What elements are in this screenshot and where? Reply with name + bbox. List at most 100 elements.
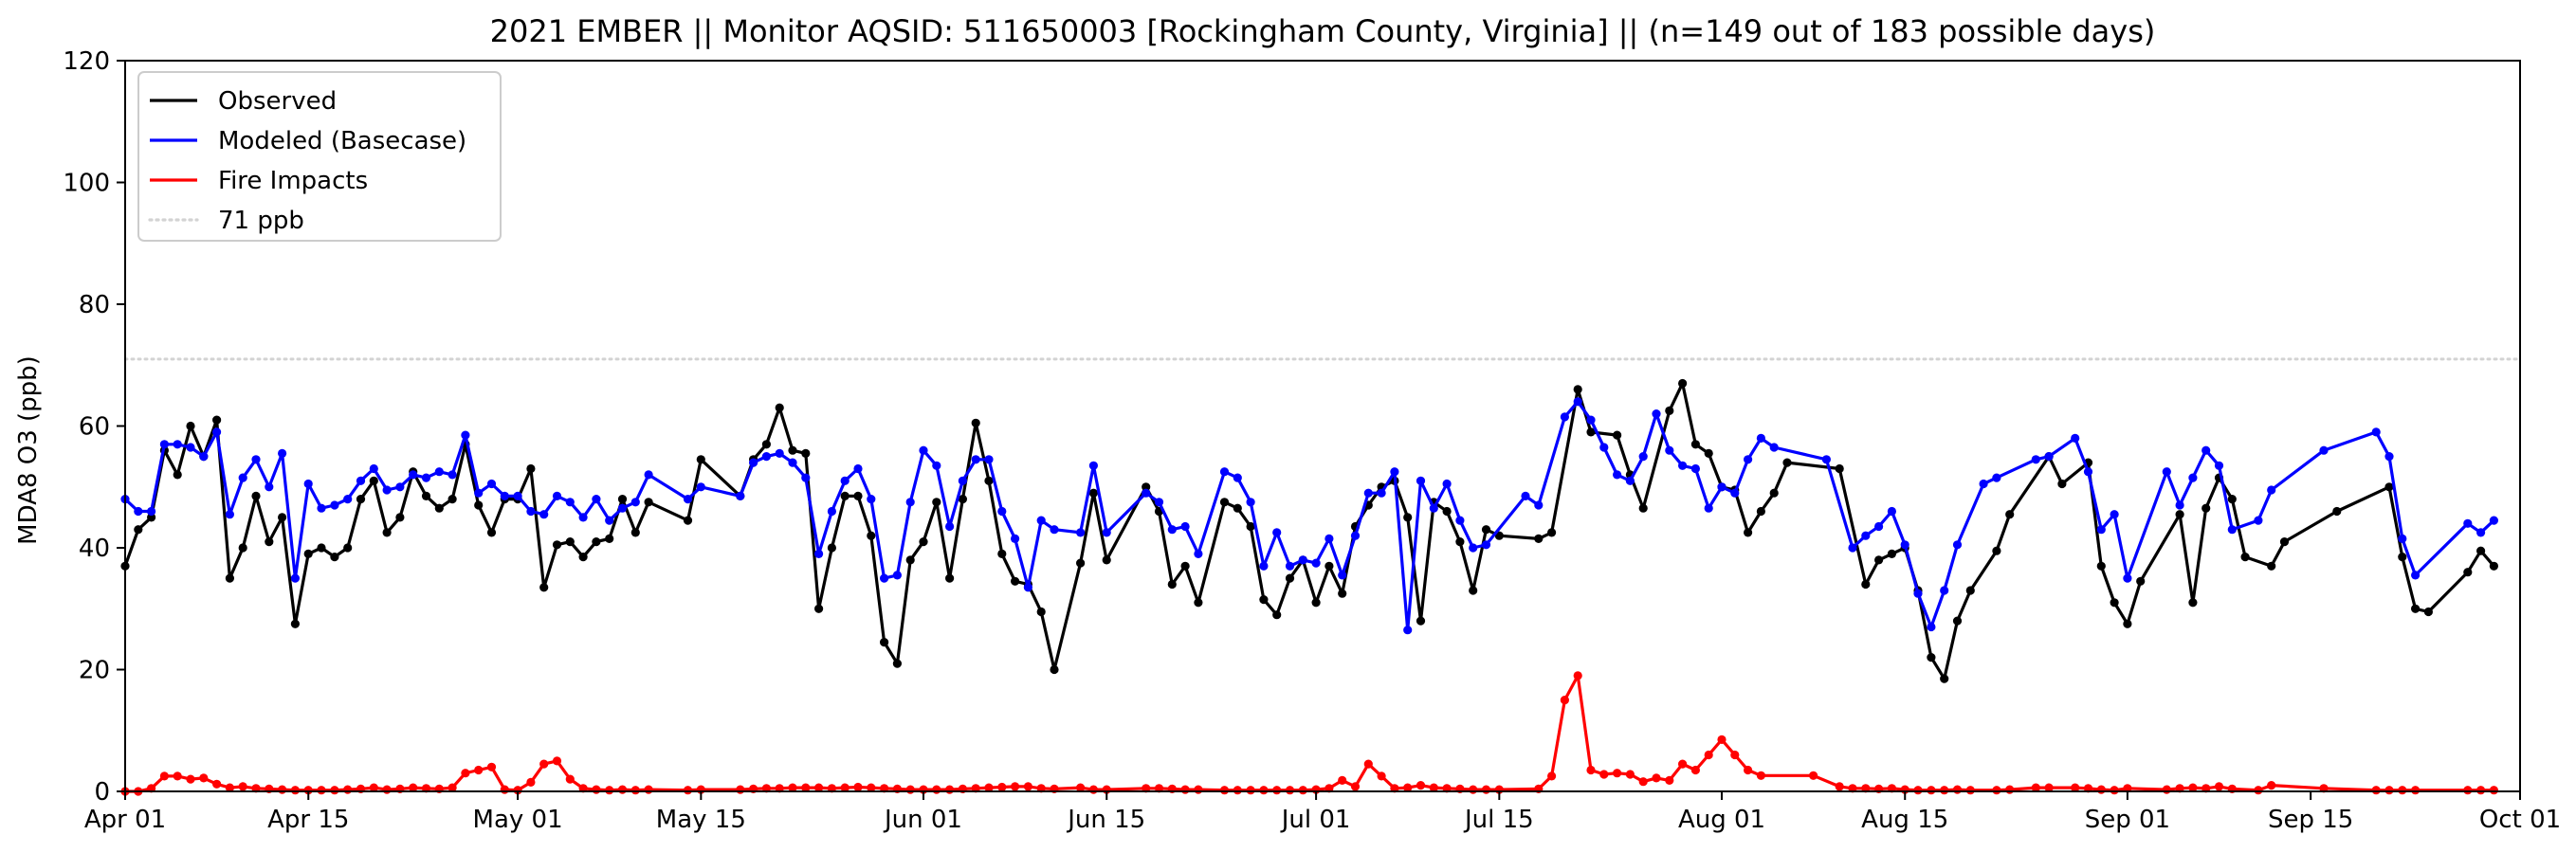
data-point-modeled-basecase bbox=[592, 495, 601, 504]
legend-label: 71 ppb bbox=[218, 207, 304, 235]
data-point-observed bbox=[1586, 427, 1596, 437]
data-point-fire-impacts bbox=[2071, 783, 2080, 792]
data-point-observed bbox=[578, 553, 588, 562]
data-point-modeled-basecase bbox=[513, 491, 522, 501]
data-point-fire-impacts bbox=[513, 786, 522, 795]
data-point-modeled-basecase bbox=[1050, 525, 1059, 535]
data-point-modeled-basecase bbox=[1311, 558, 1321, 568]
data-point-observed bbox=[2227, 495, 2237, 504]
data-point-modeled-basecase bbox=[251, 455, 261, 464]
data-point-observed bbox=[186, 421, 195, 431]
data-point-observed bbox=[2332, 506, 2342, 517]
data-point-observed bbox=[2240, 553, 2250, 562]
data-point-modeled-basecase bbox=[1573, 397, 1582, 407]
data-point-modeled-basecase bbox=[617, 503, 628, 513]
data-point-fire-impacts bbox=[1180, 785, 1190, 794]
data-point-observed bbox=[238, 543, 247, 553]
data-point-modeled-basecase bbox=[1285, 561, 1295, 571]
data-point-modeled-basecase bbox=[448, 470, 457, 480]
data-point-modeled-basecase bbox=[1390, 467, 1399, 477]
data-point-fire-impacts bbox=[1756, 771, 1765, 780]
data-point-observed bbox=[775, 403, 784, 412]
data-point-fire-impacts bbox=[1652, 773, 1661, 783]
data-point-fire-impacts bbox=[2110, 786, 2119, 795]
data-point-observed bbox=[2489, 561, 2498, 571]
y-tick-label: 20 bbox=[79, 657, 110, 685]
data-point-modeled-basecase bbox=[500, 491, 509, 501]
data-point-fire-impacts bbox=[290, 786, 300, 795]
data-point-modeled-basecase bbox=[1887, 506, 1896, 517]
data-point-modeled-basecase bbox=[539, 510, 549, 519]
data-point-observed bbox=[1311, 598, 1321, 608]
series-observed bbox=[120, 378, 2498, 683]
data-point-fire-impacts bbox=[1363, 759, 1373, 769]
data-point-fire-impacts bbox=[2398, 786, 2407, 795]
data-point-observed bbox=[905, 555, 915, 565]
data-point-observed bbox=[1416, 616, 1426, 626]
data-point-modeled-basecase bbox=[840, 476, 850, 485]
data-point-observed bbox=[303, 549, 313, 559]
data-point-fire-impacts bbox=[448, 783, 457, 792]
data-point-fire-impacts bbox=[932, 785, 941, 794]
data-point-observed bbox=[1102, 555, 1111, 565]
data-point-modeled-basecase bbox=[1076, 528, 1086, 537]
axes-layer: 0 20 40 60 80 100 120 Apr 01 Apr 15 May 01 May 15 J… bbox=[63, 47, 2561, 834]
data-point-observed bbox=[761, 440, 772, 449]
data-point-modeled-basecase bbox=[1180, 521, 1190, 532]
data-point-modeled-basecase bbox=[1011, 534, 1020, 544]
data-point-modeled-basecase bbox=[474, 488, 484, 498]
chart-title: 2021 EMBER || Monitor AQSID: 511650003 [… bbox=[490, 13, 2156, 49]
y-tick-label: 60 bbox=[79, 413, 110, 442]
data-point-observed bbox=[1756, 506, 1765, 517]
data-point-modeled-basecase bbox=[238, 473, 247, 482]
data-point-fire-impacts bbox=[2005, 785, 2015, 794]
data-point-observed bbox=[997, 549, 1007, 559]
data-point-observed bbox=[1481, 525, 1491, 535]
data-point-observed bbox=[1259, 595, 1269, 605]
data-point-modeled-basecase bbox=[1219, 467, 1230, 477]
data-point-observed bbox=[539, 583, 549, 592]
data-point-fire-impacts bbox=[1219, 786, 1230, 795]
data-point-modeled-basecase bbox=[1613, 470, 1622, 480]
data-point-observed bbox=[1573, 385, 1582, 394]
data-point-observed bbox=[2057, 479, 2067, 489]
y-tick-label: 80 bbox=[79, 291, 110, 319]
data-point-modeled-basecase bbox=[2319, 445, 2329, 455]
data-point-modeled-basecase bbox=[2044, 452, 2054, 462]
data-point-fire-impacts bbox=[1469, 785, 1478, 794]
data-point-observed bbox=[932, 498, 941, 507]
data-point-observed bbox=[971, 418, 980, 427]
data-point-fire-impacts bbox=[1272, 786, 1282, 795]
data-point-fire-impacts bbox=[1259, 786, 1269, 795]
data-point-modeled-basecase bbox=[486, 479, 497, 489]
data-point-modeled-basecase bbox=[2463, 518, 2473, 528]
data-point-observed bbox=[1142, 482, 1151, 492]
data-point-fire-impacts bbox=[1023, 782, 1032, 791]
y-axis-title: MDA8 O3 (ppb) bbox=[14, 355, 43, 545]
data-point-observed bbox=[827, 543, 837, 553]
data-point-modeled-basecase bbox=[775, 448, 784, 458]
data-point-observed bbox=[644, 498, 653, 507]
data-point-observed bbox=[1744, 528, 1753, 537]
data-point-fire-impacts bbox=[461, 769, 470, 778]
data-point-observed bbox=[382, 528, 392, 537]
data-point-fire-impacts bbox=[303, 786, 313, 795]
data-point-modeled-basecase bbox=[330, 500, 339, 510]
data-point-observed bbox=[565, 537, 575, 547]
data-point-modeled-basecase bbox=[290, 573, 300, 583]
data-point-fire-impacts bbox=[1965, 786, 1975, 795]
data-point-modeled-basecase bbox=[1665, 445, 1674, 455]
data-point-modeled-basecase bbox=[1259, 561, 1269, 571]
data-point-modeled-basecase bbox=[2398, 534, 2407, 544]
data-point-fire-impacts bbox=[2188, 783, 2198, 792]
data-point-observed bbox=[853, 491, 863, 501]
data-point-observed bbox=[526, 463, 536, 474]
data-point-fire-impacts bbox=[2214, 782, 2224, 791]
data-point-observed bbox=[1547, 528, 1557, 537]
data-point-modeled-basecase bbox=[461, 430, 470, 440]
data-point-modeled-basecase bbox=[1455, 516, 1465, 525]
legend-box bbox=[137, 71, 502, 242]
data-point-fire-impacts bbox=[1429, 783, 1438, 792]
data-point-fire-impacts bbox=[1678, 759, 1688, 769]
